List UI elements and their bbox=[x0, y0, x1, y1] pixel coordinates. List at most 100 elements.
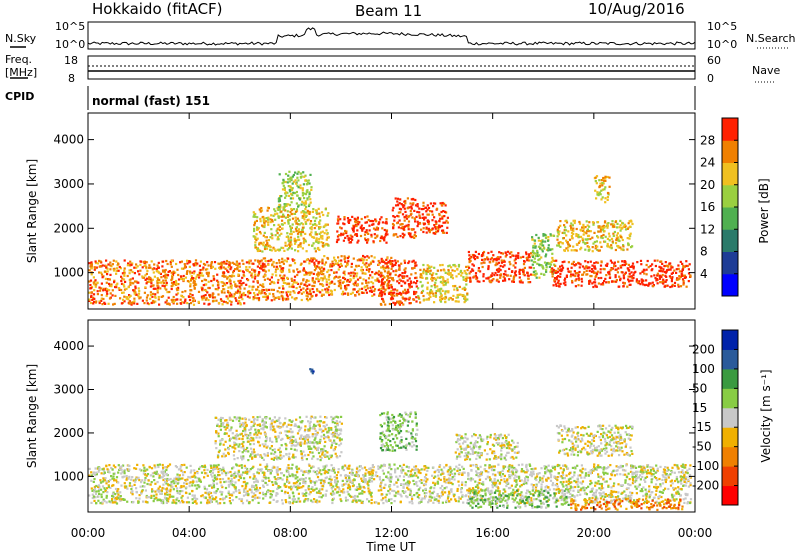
heatmap-cell bbox=[561, 266, 565, 269]
heatmap-cell bbox=[222, 271, 225, 274]
heatmap-cell bbox=[274, 481, 277, 484]
heatmap-cell bbox=[303, 211, 306, 214]
heatmap-cell bbox=[216, 488, 219, 491]
heatmap-cell bbox=[406, 291, 409, 294]
heatmap-cell bbox=[651, 263, 654, 266]
heatmap-cell bbox=[496, 273, 499, 277]
heatmap-cell bbox=[331, 490, 334, 493]
heatmap-cell bbox=[242, 291, 245, 295]
heatmap-cell bbox=[422, 230, 425, 234]
heatmap-cell bbox=[308, 259, 311, 262]
heatmap-cell bbox=[274, 268, 278, 271]
heatmap-cell bbox=[686, 472, 689, 475]
heatmap-cell bbox=[535, 276, 538, 279]
heatmap-cell bbox=[120, 288, 123, 292]
heatmap-cell bbox=[266, 465, 269, 468]
heatmap-cell bbox=[566, 267, 569, 270]
heatmap-cell bbox=[356, 216, 359, 219]
heatmap-cell bbox=[339, 287, 343, 290]
heatmap-cell bbox=[228, 294, 232, 297]
heatmap-cell bbox=[171, 282, 174, 285]
heatmap-cell bbox=[289, 225, 292, 228]
heatmap-cell bbox=[353, 217, 356, 220]
heatmap-cell bbox=[327, 269, 330, 272]
heatmap-cell bbox=[104, 277, 107, 280]
heatmap-cell bbox=[492, 254, 495, 257]
heatmap-cell bbox=[180, 277, 183, 280]
heatmap-cell bbox=[128, 269, 131, 272]
heatmap-cell bbox=[570, 228, 573, 231]
heatmap-cell bbox=[376, 277, 379, 280]
heatmap-cell bbox=[682, 267, 685, 270]
heatmap-cell bbox=[387, 489, 390, 493]
heatmap-cell bbox=[209, 470, 212, 473]
heatmap-cell bbox=[322, 267, 325, 270]
heatmap-cell bbox=[306, 198, 309, 201]
heatmap-cell bbox=[606, 472, 609, 475]
heatmap-cell bbox=[172, 295, 175, 299]
heatmap-cell bbox=[575, 234, 578, 238]
heatmap-cell bbox=[599, 264, 603, 267]
heatmap-cell bbox=[276, 296, 279, 299]
heatmap-cell bbox=[193, 299, 196, 302]
heatmap-cell bbox=[291, 197, 295, 200]
heatmap-cell bbox=[92, 281, 95, 284]
heatmap-cell bbox=[578, 278, 581, 282]
heatmap-cell bbox=[269, 218, 272, 221]
heatmap-cell bbox=[323, 255, 326, 258]
heatmap-cell bbox=[149, 276, 152, 280]
heatmap-cell bbox=[313, 281, 316, 284]
heatmap-cell bbox=[307, 211, 310, 214]
heatmap-cell bbox=[299, 184, 302, 187]
heatmap-cell bbox=[302, 279, 305, 282]
heatmap-cell bbox=[548, 265, 551, 268]
heatmap-cell bbox=[370, 286, 373, 289]
heatmap-cell bbox=[128, 295, 131, 298]
heatmap-cell bbox=[547, 236, 550, 239]
heatmap-cell bbox=[409, 202, 412, 205]
heatmap-cell bbox=[531, 501, 534, 504]
heatmap-cell bbox=[657, 497, 660, 500]
heatmap-cell bbox=[102, 289, 105, 292]
heatmap-cell bbox=[359, 492, 362, 495]
heatmap-cell bbox=[117, 269, 120, 272]
heatmap-cell bbox=[619, 234, 622, 237]
heatmap-cell bbox=[360, 228, 363, 231]
heatmap-cell bbox=[268, 278, 271, 281]
heatmap-cell bbox=[259, 469, 262, 472]
heatmap-cell bbox=[419, 268, 422, 271]
heatmap-cell bbox=[141, 275, 144, 278]
heatmap-cell bbox=[595, 175, 599, 178]
heatmap-cell bbox=[602, 468, 605, 471]
heatmap-cell bbox=[165, 479, 168, 482]
heatmap-cell bbox=[190, 275, 193, 278]
heatmap-cell bbox=[259, 267, 262, 270]
heatmap-cell bbox=[301, 228, 304, 231]
heatmap-cell bbox=[442, 229, 445, 232]
heatmap-cell bbox=[240, 282, 243, 285]
heatmap-cell bbox=[192, 303, 196, 306]
heatmap-cell bbox=[257, 227, 260, 230]
heatmap-cell bbox=[148, 276, 151, 279]
heatmap-cell bbox=[133, 280, 137, 283]
heatmap-cell bbox=[290, 279, 294, 282]
heatmap-cell bbox=[105, 281, 108, 284]
heatmap-cell bbox=[312, 208, 315, 211]
heatmap-cell bbox=[343, 255, 346, 258]
heatmap-cell bbox=[306, 291, 309, 294]
heatmap-cell bbox=[422, 201, 425, 204]
heatmap-cell bbox=[327, 285, 331, 288]
heatmap-cell bbox=[494, 271, 497, 275]
heatmap-cell bbox=[311, 235, 314, 239]
heatmap-cell bbox=[335, 482, 338, 485]
heatmap-cell bbox=[211, 486, 214, 489]
heatmap-cell bbox=[610, 473, 613, 476]
heatmap-cell bbox=[341, 479, 344, 482]
heatmap-cell bbox=[444, 292, 447, 295]
heatmap-cell bbox=[318, 278, 321, 281]
heatmap-cell bbox=[205, 283, 208, 286]
heatmap-cell bbox=[650, 275, 653, 278]
heatmap-cell bbox=[553, 279, 556, 282]
heatmap-cell bbox=[253, 222, 256, 225]
